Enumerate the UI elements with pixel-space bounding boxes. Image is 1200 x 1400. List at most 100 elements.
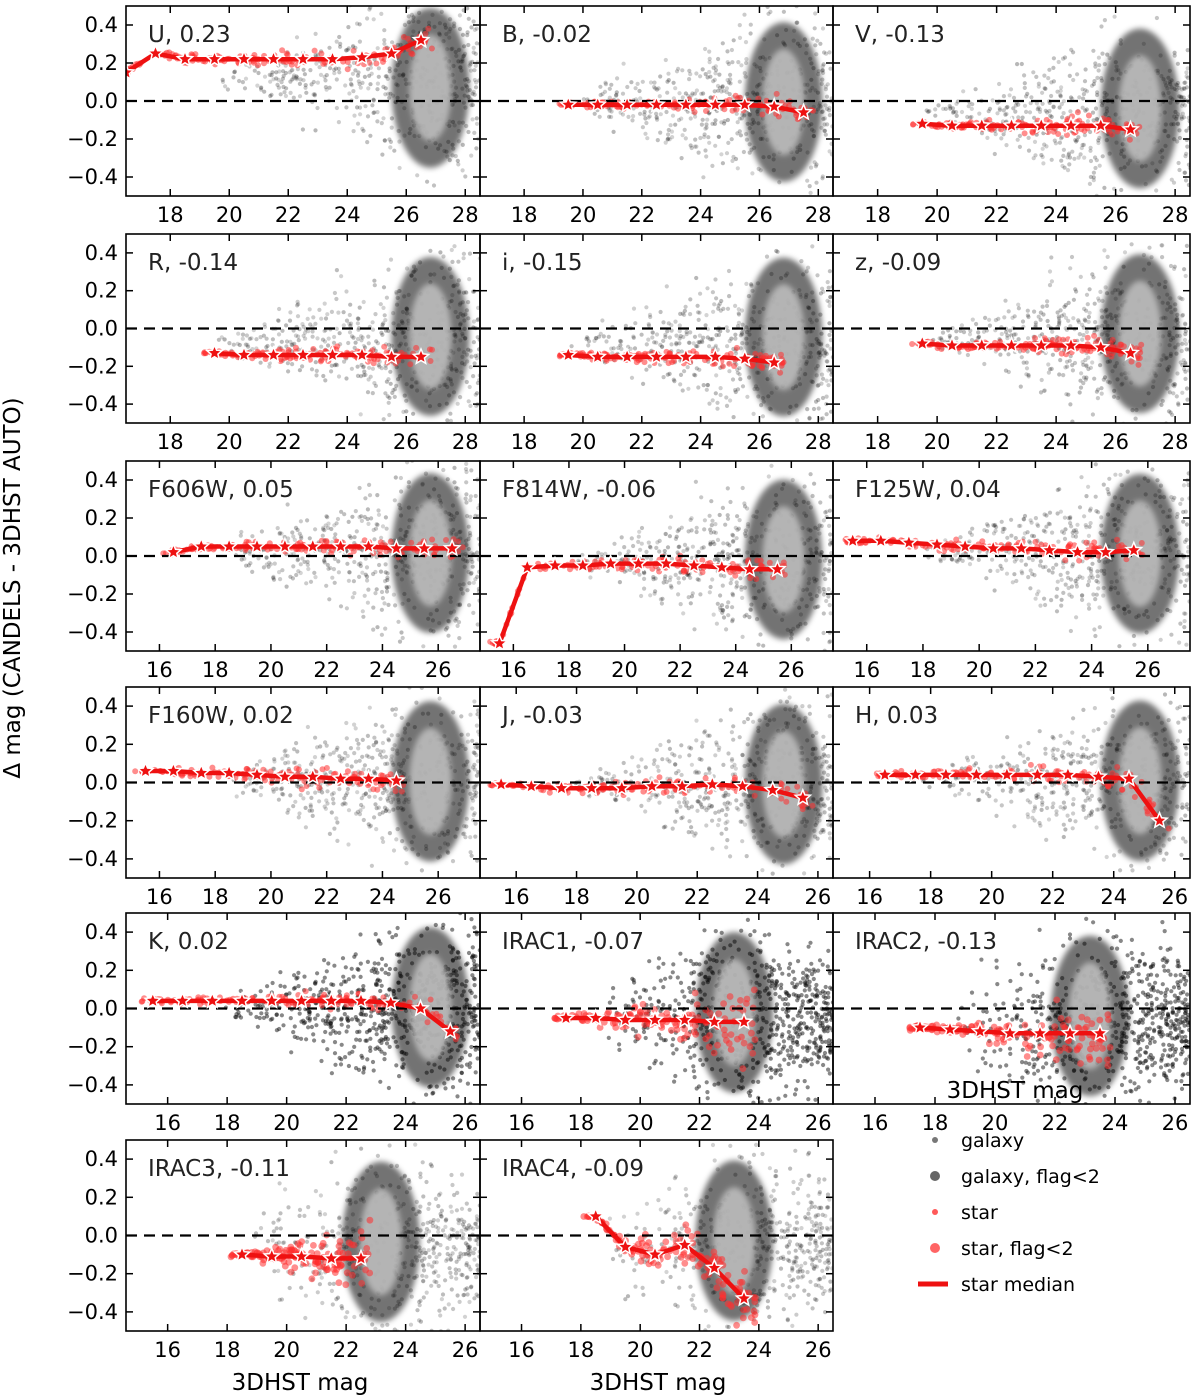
panel-h-median-marker (966, 764, 986, 783)
panel-b-median-marker (558, 94, 578, 113)
x-tick-label: 22 (333, 1111, 360, 1135)
panel-j-median-marker (763, 780, 783, 799)
x-tick-label: 28 (805, 203, 832, 227)
x-tick-label: 18 (563, 885, 590, 909)
panel-u-median-marker (234, 49, 254, 68)
panel-r: 18 20 22 24 26 28 −0.4 −0.2 0.0 0.2 0.4 R, -0.14 (67, 233, 481, 454)
x-tick-label: 18 (922, 1111, 949, 1135)
x-tick-label: 24 (687, 203, 714, 227)
x-tick-label: 22 (628, 430, 655, 454)
y-tick-label: 0.2 (85, 51, 118, 75)
panel-f125w-title: F125W, 0.04 (855, 477, 1001, 503)
panel-u-median-marker (264, 49, 283, 68)
legend-label: galaxy, flag<2 (961, 1166, 1100, 1188)
panel-irac4-median-markers (586, 1206, 754, 1307)
panel-irac1-median-marker (556, 1008, 576, 1027)
panel-irac2: 16 18 20 22 24 26 IRAC2, -0.13 (832, 912, 1191, 1135)
panel-f160w-median-marker (219, 763, 239, 781)
panel-i-plot-area (480, 244, 833, 423)
x-tick-label: 26 (425, 658, 452, 682)
panel-v-median-marker (1091, 115, 1111, 134)
panel-irac1-median-markers (556, 1008, 754, 1030)
panel-i-median-marker (735, 348, 755, 367)
panel-irac3-title: IRAC3, -0.11 (148, 1156, 290, 1182)
panel-f125w: 16 18 20 22 24 26 F125W, 0.04 (832, 460, 1191, 682)
x-tick-label: 20 (627, 1338, 654, 1362)
panel-j-ticks: 16 18 20 22 24 26 (480, 687, 833, 909)
panel-h-median-marker (997, 764, 1017, 783)
x-tick-label: 22 (628, 203, 655, 227)
panel-h-median-marker (1058, 765, 1078, 783)
x-tick-label: 18 (568, 1338, 595, 1362)
panel-f160w-median-line (145, 768, 397, 783)
x-tick-label: 24 (745, 1338, 772, 1362)
y-tick-label: 0.2 (85, 732, 118, 756)
panel-b-median-marker (588, 94, 608, 113)
x-tick-label: 18 (202, 885, 229, 909)
panel-k-title: K, 0.02 (148, 929, 229, 955)
panel-z-title: z, -0.09 (855, 250, 941, 276)
x-tick-label: 22 (1039, 885, 1066, 909)
panel-irac4-median-marker (704, 1258, 724, 1276)
panel-irac4-median-marker (734, 1288, 754, 1307)
panel-k: 16 18 20 22 24 26 −0.4 −0.2 0.0 0.2 0.4 K, 0.02 (67, 912, 481, 1135)
x-tick-label: 24 (722, 658, 749, 682)
panel-z-median-marker (912, 333, 932, 352)
panel-f606w-title: F606W, 0.05 (148, 477, 294, 503)
legend-item-galaxy: galaxy (932, 1130, 1024, 1152)
panel-irac2-median-marker (1030, 1023, 1050, 1042)
panel-u-median-markers (126, 30, 431, 81)
panel-u-ticks: 18 20 22 24 26 28 −0.4 −0.2 0.0 0.2 0.4 (67, 6, 480, 227)
y-tick-label: 0.2 (85, 279, 118, 303)
panel-f606w-median-marker (386, 538, 406, 557)
panel-f160w-galaxy-density (391, 701, 470, 862)
panel-h-median-markers (875, 764, 1169, 829)
x-tick-label: 26 (746, 203, 773, 227)
panel-v-median-marker (942, 115, 962, 134)
panel-irac3-median-marker (321, 1248, 341, 1267)
x-tick-label: 26 (805, 1111, 832, 1135)
panel-i-median-marker (588, 346, 608, 365)
panel-b-title: B, -0.02 (502, 22, 592, 48)
panel-b-median-marker (705, 94, 725, 113)
panel-u: 18 20 22 24 26 28 −0.4 −0.2 0.0 0.2 0.4 U, 0.23 (67, 5, 481, 227)
panel-irac3-median-marker (232, 1244, 252, 1263)
panel-f160w-median-marker (136, 761, 155, 780)
panel-j-median-marker (521, 776, 541, 795)
legend-label: galaxy (961, 1130, 1024, 1152)
x-axis-label-middle: 3DHST mag (590, 1370, 727, 1396)
x-tick-label: 18 (556, 658, 583, 682)
legend-marker (930, 1171, 940, 1181)
x-tick-label: 16 (500, 658, 527, 682)
panel-f606w-galaxy-density (391, 473, 470, 633)
panel-r-median-markers (205, 343, 431, 365)
x-tick-label: 20 (978, 885, 1005, 909)
panel-irac2-median-marker (1000, 1023, 1020, 1042)
panel-z-galaxy-density (1100, 254, 1180, 413)
panel-u-plot-area (126, 6, 480, 188)
panel-b-median-marker (764, 96, 784, 115)
y-tick-label: −0.4 (67, 165, 118, 189)
panel-i-median-marker (676, 346, 696, 365)
x-tick-label: 26 (452, 1111, 479, 1135)
x-tick-label: 20 (924, 430, 951, 454)
panel-f160w-median-marker (247, 764, 267, 783)
x-tick-label: 22 (313, 658, 340, 682)
x-tick-label: 18 (202, 658, 229, 682)
x-tick-label: 18 (917, 885, 944, 909)
panel-i-median-marker (647, 346, 666, 365)
panel-h-median-marker (1119, 768, 1139, 787)
panel-h-median-marker (1150, 810, 1169, 829)
panel-v-median-marker (972, 115, 992, 134)
y-tick-label: 0.4 (85, 241, 118, 265)
x-tick-label: 24 (392, 1338, 419, 1362)
panel-f814w-median-marker (767, 559, 787, 578)
panel-k-median-marker (262, 991, 282, 1009)
panel-j-median-marker (612, 778, 632, 797)
panel-irac1: 16 18 20 22 24 26 IRAC1, -0.07 (479, 912, 834, 1135)
panel-i-median-marker (558, 345, 578, 363)
panel-r-galaxy-density (391, 257, 470, 416)
panel-irac2-median-marker (970, 1021, 990, 1040)
panel-f606w-median-marker (247, 536, 267, 555)
panel-h-median-marker (1027, 765, 1047, 783)
